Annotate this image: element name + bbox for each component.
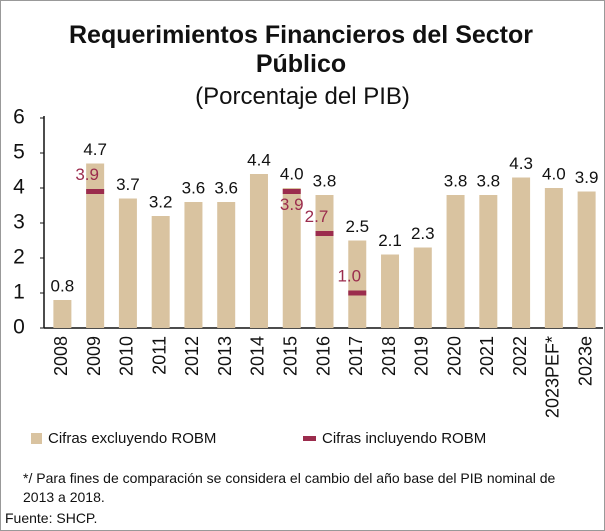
bar <box>53 300 72 328</box>
legend-label: Cifras incluyendo ROBM <box>322 430 486 447</box>
bar <box>86 163 105 328</box>
bar-value-label: 3.6 <box>182 178 206 197</box>
y-tick-label: 4 <box>13 176 25 199</box>
bar-value-label: 3.8 <box>313 171 337 190</box>
bar-value-label: 3.8 <box>444 171 468 190</box>
legend-swatch <box>303 436 316 441</box>
legend-label: Cifras excluyendo ROBM <box>48 430 216 447</box>
y-tick-label: 2 <box>13 246 25 269</box>
x-tick-label: 2009 <box>84 336 104 376</box>
bar-value-label: 2.3 <box>411 224 435 243</box>
marker-value-label: 1.0 <box>337 266 361 285</box>
bar <box>249 174 268 328</box>
source: Fuente: SHCP. <box>5 510 98 526</box>
bar <box>282 188 301 328</box>
legend-swatch <box>31 433 42 444</box>
y-tick-label: 1 <box>13 281 25 304</box>
bar-value-label: 4.3 <box>509 154 533 173</box>
x-tick-label: 2012 <box>182 336 202 376</box>
chart-title: Requerimientos Financieros del Sector Pú… <box>68 21 533 78</box>
marker-value-label: 3.9 <box>75 165 99 184</box>
y-tick-label: 3 <box>13 211 25 234</box>
bar <box>413 247 432 328</box>
x-tick-label: 2010 <box>117 336 137 376</box>
marker <box>86 189 105 194</box>
marker <box>348 290 367 296</box>
bar-value-label: 3.2 <box>149 192 173 211</box>
bar-value-label: 2.1 <box>378 231 402 250</box>
marker-value-label: 2.7 <box>305 207 329 226</box>
x-tick-label: 2011 <box>149 336 169 375</box>
bar-value-label: 4.0 <box>280 164 304 183</box>
marker <box>315 231 334 236</box>
y-tick-label: 0 <box>13 316 25 339</box>
bar-value-label: 3.9 <box>575 168 599 187</box>
bar <box>577 191 596 328</box>
bar-value-label: 3.8 <box>477 171 501 190</box>
bar-value-label: 4.4 <box>247 150 271 169</box>
bar <box>512 177 531 328</box>
marker-value-label: 3.9 <box>280 195 304 214</box>
bar <box>479 195 498 328</box>
marker <box>282 189 301 194</box>
x-tick-label: 2013 <box>215 336 235 376</box>
bar <box>151 216 170 328</box>
x-tick-label: 2023e <box>575 336 595 386</box>
x-tick-label: 2022 <box>510 336 530 376</box>
x-tick-label: 2019 <box>412 336 432 376</box>
y-tick-label: 5 <box>13 141 25 164</box>
bar-value-label: 3.6 <box>214 178 238 197</box>
bar-value-label: 0.8 <box>51 276 75 295</box>
bar-value-label: 4.7 <box>83 140 107 159</box>
y-tick-label: 6 <box>13 106 25 129</box>
bar <box>446 195 465 328</box>
bar-value-label: 2.5 <box>345 217 369 236</box>
x-tick-label: 2017 <box>346 336 366 376</box>
x-tick-label: 2016 <box>313 336 333 376</box>
bar <box>348 240 367 328</box>
bar-value-label: 4.0 <box>542 164 566 183</box>
x-tick-label: 2020 <box>444 336 464 376</box>
x-tick-label: 2018 <box>379 336 399 376</box>
bar <box>217 202 236 328</box>
x-tick-label: 2008 <box>51 336 71 376</box>
bar <box>315 195 334 328</box>
x-tick-label: 2021 <box>477 336 497 376</box>
bar <box>381 254 400 328</box>
chart-subtitle: (Porcentaje del PIB) <box>195 83 410 110</box>
x-tick-label: 2023PEF* <box>543 336 563 418</box>
x-tick-label: 2014 <box>248 336 268 376</box>
bar <box>118 198 137 328</box>
bar-value-label: 3.7 <box>116 175 140 194</box>
bar <box>544 188 563 328</box>
footnote: */ Para fines de comparación se consider… <box>23 470 556 505</box>
bar <box>184 202 203 328</box>
x-tick-label: 2015 <box>280 336 300 376</box>
